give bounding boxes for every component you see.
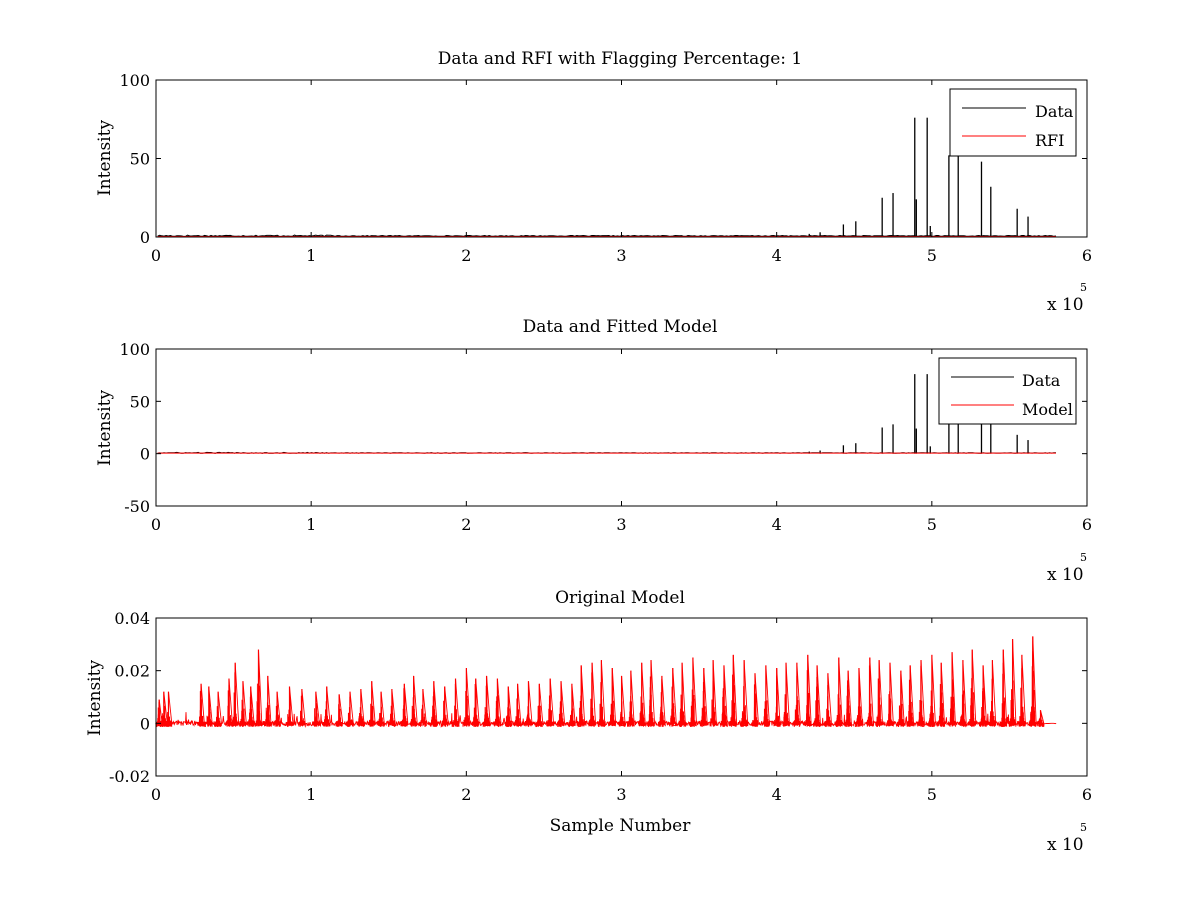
x-tick-label: 2 (461, 785, 471, 804)
panel-3-y-axis-label: Intensity (85, 660, 105, 736)
x-tick-label: 3 (616, 515, 626, 534)
x-tick-label: 2 (461, 246, 471, 265)
panel-1-title: Data and RFI with Flagging Percentage: 1 (438, 49, 802, 69)
x-tick-label: 6 (1082, 246, 1092, 265)
y-tick-label: 0.04 (114, 609, 150, 628)
panel-1-legend: Data RFI (949, 88, 1077, 157)
panel-1-x-exponent: 5 (1080, 281, 1087, 294)
panel-3-x-axis-label: Sample Number (550, 816, 692, 836)
x-tick-label: 1 (306, 785, 316, 804)
panel-1-y-axis-label: Intensity (95, 120, 115, 196)
x-tick-label: 5 (927, 246, 937, 265)
panel-1-x-multiplier: x 10 (1047, 295, 1084, 315)
y-tick-label: 50 (130, 150, 150, 169)
x-tick-label: 3 (616, 785, 626, 804)
panel-2-legend: Data Model (938, 357, 1077, 425)
y-tick-label: 0 (140, 445, 150, 464)
x-tick-label: 0 (151, 515, 161, 534)
panel-3-x-multiplier: x 10 (1047, 835, 1084, 855)
legend-label-data: Data (1022, 371, 1061, 390)
panel-2-x-exponent: 5 (1080, 551, 1087, 564)
y-tick-label: 100 (119, 340, 150, 359)
x-tick-label: 6 (1082, 515, 1092, 534)
x-tick-label: 4 (772, 515, 782, 534)
panel-1: Data and RFI with Flagging Percentage: 1… (95, 49, 1092, 315)
panel-2-title: Data and Fitted Model (523, 317, 718, 337)
y-tick-label: 0 (140, 714, 150, 733)
y-tick-label: 0.02 (114, 662, 150, 681)
x-tick-label: 2 (461, 515, 471, 534)
panel-3-title: Original Model (555, 588, 685, 608)
panel-3-series (155, 636, 1057, 728)
x-tick-label: 5 (927, 515, 937, 534)
x-tick-label: 4 (772, 785, 782, 804)
legend-label-data: Data (1035, 102, 1074, 121)
x-tick-label: 6 (1082, 785, 1092, 804)
y-tick-label: -50 (124, 497, 150, 516)
y-tick-label: -0.02 (109, 767, 150, 786)
x-tick-label: 0 (151, 785, 161, 804)
legend-label-model: Model (1022, 400, 1073, 419)
x-tick-label: 3 (616, 246, 626, 265)
x-tick-label: 5 (927, 785, 937, 804)
y-tick-label: 0 (140, 228, 150, 247)
x-tick-label: 1 (306, 246, 316, 265)
panel-1-axes: 0 1 2 3 4 5 6 0 50 100 (119, 71, 1092, 265)
x-tick-label: 4 (772, 246, 782, 265)
panel-3-x-exponent: 5 (1080, 821, 1087, 834)
x-tick-label: 1 (306, 515, 316, 534)
panel-2-y-axis-label: Intensity (95, 390, 115, 466)
x-tick-label: 0 (151, 246, 161, 265)
panel-2-x-multiplier: x 10 (1047, 565, 1084, 585)
y-tick-label: 100 (119, 71, 150, 90)
legend-label-rfi: RFI (1035, 131, 1064, 150)
y-tick-label: 50 (130, 392, 150, 411)
